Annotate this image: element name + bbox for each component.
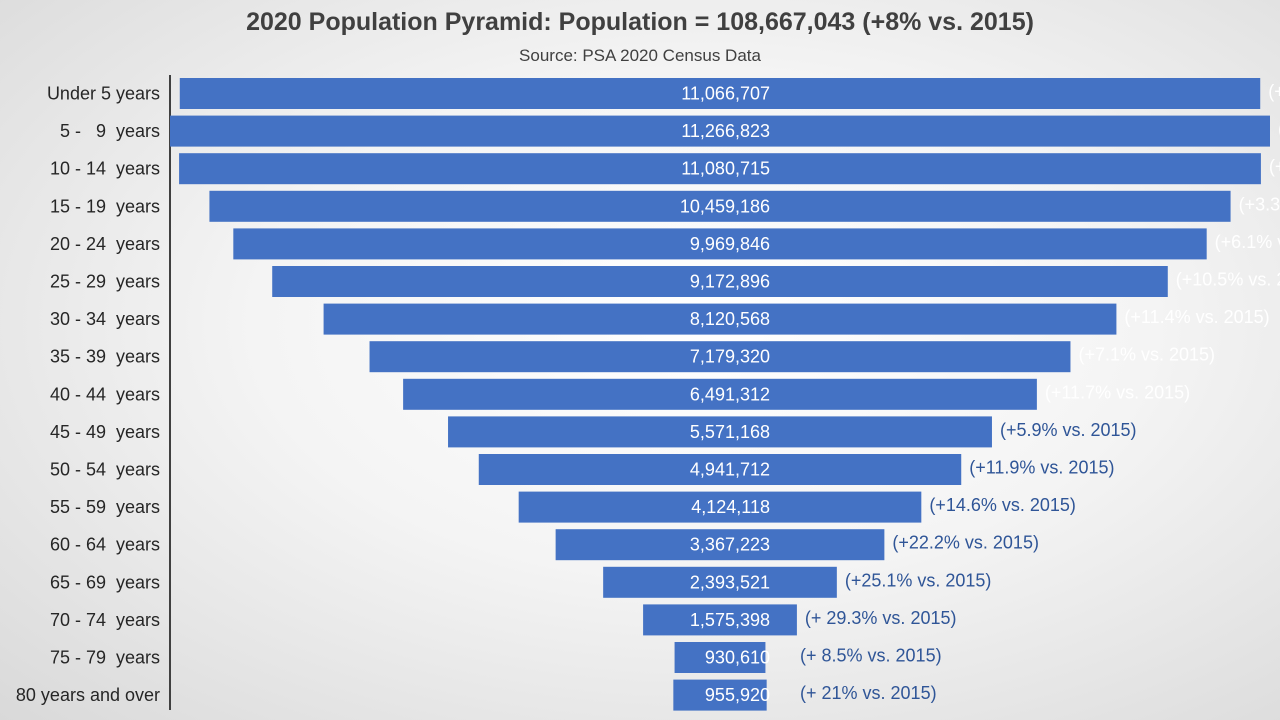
value-label: 1,575,398 xyxy=(690,610,770,630)
category-label: 45 - 49 years xyxy=(50,422,160,442)
bar-7 xyxy=(369,341,1071,373)
category-label: 65 - 69 years xyxy=(50,572,160,592)
change-label: (+11.9% vs. 2015) xyxy=(969,458,1114,478)
category-label: 35 - 39 years xyxy=(50,347,160,367)
change-label: (+11.4% vs. 2015) xyxy=(1124,307,1269,327)
change-label: (+2.3% vs. 2015) xyxy=(1268,82,1280,102)
value-label: 11,266,823 xyxy=(681,121,770,141)
change-label: (+5.9% vs. 2015) xyxy=(1000,420,1137,440)
bar-2 xyxy=(179,153,1261,185)
value-label: 2,393,521 xyxy=(690,572,770,592)
category-label: 75 - 79 years xyxy=(50,648,160,668)
change-label: (+ 8.5% vs. 2015) xyxy=(800,646,942,666)
bar-11 xyxy=(518,491,922,523)
value-label: 3,367,223 xyxy=(690,535,770,555)
bar-10 xyxy=(478,454,962,485)
change-label: (+5.7% vs. 2015) xyxy=(1269,157,1280,177)
value-label: 930,610 xyxy=(705,648,770,668)
category-label: Under 5 years xyxy=(47,84,160,104)
value-label: 4,124,118 xyxy=(691,497,770,517)
change-label: (+ 21% vs. 2015) xyxy=(800,683,937,703)
bar-13 xyxy=(603,566,837,598)
change-label: (+11.7% vs. 2015) xyxy=(1045,382,1190,402)
bar-9 xyxy=(448,416,992,448)
value-label: 7,179,320 xyxy=(690,347,770,367)
change-label: (+3.3% vs. 2015) xyxy=(1239,194,1280,214)
value-label: 5,571,168 xyxy=(690,422,770,442)
bar-0 xyxy=(179,78,1261,109)
bar-4 xyxy=(233,228,1207,260)
value-label: 11,080,715 xyxy=(681,159,770,179)
change-label: (+14.6% vs. 2015) xyxy=(929,495,1076,515)
bar-14 xyxy=(643,604,797,636)
value-label: 9,969,846 xyxy=(690,234,770,254)
change-label: (+7.1% vs. 2015) xyxy=(1078,345,1215,365)
value-label: 9,172,896 xyxy=(690,272,770,292)
category-label: 20 - 24 years xyxy=(50,234,160,254)
category-label: 50 - 54 years xyxy=(50,460,160,480)
category-label: 60 - 64 years xyxy=(50,535,160,555)
change-label: (+25.1% vs. 2015) xyxy=(845,570,992,590)
chart-title: 2020 Population Pyramid: Population = 10… xyxy=(246,8,1034,36)
value-label: 955,920 xyxy=(705,685,770,705)
bar-1 xyxy=(170,115,1270,147)
bar-15 xyxy=(674,642,766,673)
bar-6 xyxy=(323,303,1117,335)
category-label: 25 - 29 years xyxy=(50,272,160,292)
category-label: 5 - 9 years xyxy=(60,121,160,141)
bar-5 xyxy=(272,266,1168,297)
category-label: 70 - 74 years xyxy=(50,610,160,630)
bar-16 xyxy=(673,679,767,711)
category-label: 55 - 59 years xyxy=(50,497,160,517)
bar-12 xyxy=(555,529,885,561)
bar-3 xyxy=(209,190,1231,222)
value-label: 10,459,186 xyxy=(680,196,770,216)
change-label: (+3.9% vs. 2015) xyxy=(1278,119,1280,139)
category-label: 40 - 44 years xyxy=(50,384,160,404)
value-label: 4,941,712 xyxy=(690,460,770,480)
category-label: 30 - 34 years xyxy=(50,309,160,329)
category-label: 80 years and over xyxy=(16,685,160,705)
change-label: (+ 29.3% vs. 2015) xyxy=(805,608,957,628)
change-label: (+22.2% vs. 2015) xyxy=(892,533,1039,553)
category-label: 10 - 14 years xyxy=(50,159,160,179)
value-label: 11,066,707 xyxy=(681,84,770,104)
value-label: 6,491,312 xyxy=(690,384,770,404)
bar-8 xyxy=(403,378,1037,410)
change-label: (+6.1% vs. 2015) xyxy=(1215,232,1280,252)
chart-subtitle: Source: PSA 2020 Census Data xyxy=(519,46,761,65)
value-label: 8,120,568 xyxy=(690,309,770,329)
change-label: (+10.5% vs. 2015) xyxy=(1176,270,1280,290)
category-label: 15 - 19 years xyxy=(50,196,160,216)
